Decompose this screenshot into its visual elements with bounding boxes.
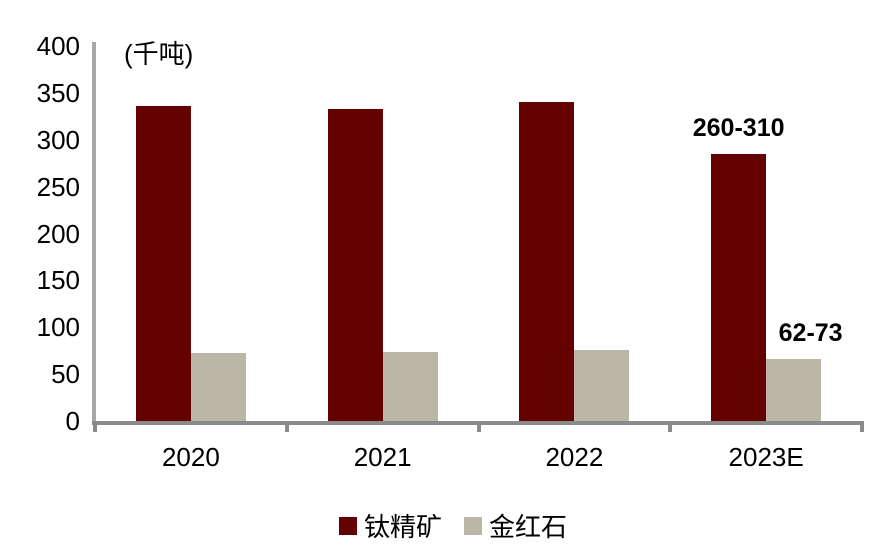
legend-item-titanium-concentrate: 钛精矿 <box>338 507 442 544</box>
y-axis-tick-label-350: 350 <box>36 77 80 108</box>
y-axis-tick-label-300: 300 <box>36 124 80 155</box>
legend-label-titanium-concentrate: 钛精矿 <box>363 512 442 542</box>
y-axis-tick-label-400: 400 <box>36 31 80 61</box>
x-axis-category-label-2021: 2021 <box>353 442 412 472</box>
bar-titanium-concentrate-2021 <box>327 108 383 421</box>
y-axis-line <box>92 42 96 425</box>
y-axis-tick-label-250: 250 <box>36 171 80 202</box>
x-axis-category-label-2020: 2020 <box>161 442 220 472</box>
legend-item-rutile: 金红石 <box>464 507 567 544</box>
y-axis-unit-label: (千吨) <box>124 39 194 69</box>
y-axis-tick-label-0: 0 <box>65 406 80 436</box>
x-axis-tick-mark <box>93 421 97 432</box>
x-axis-tick-mark <box>476 421 481 432</box>
legend-swatch-icon <box>464 516 482 535</box>
bar-titanium-concentrate-2023E <box>711 153 767 421</box>
x-axis-category-label-2023E: 2023E <box>728 442 804 472</box>
bar-rutile-2022 <box>574 349 630 421</box>
value-label-rutile: 62-73 <box>778 319 843 348</box>
bar-rutile-2023E <box>766 359 822 421</box>
y-axis-tick-label-100: 100 <box>36 312 80 343</box>
bar-titanium-concentrate-2020 <box>135 106 191 421</box>
y-axis-tick-label-200: 200 <box>36 218 80 249</box>
y-axis-tick-label-50: 50 <box>51 359 80 390</box>
x-axis-category-label-2022: 2022 <box>545 442 604 472</box>
value-label-titanium-concentrate: 260-310 <box>692 113 785 142</box>
x-axis-tick-mark <box>860 421 864 432</box>
bar-rutile-2021 <box>382 351 438 421</box>
legend-swatch-icon <box>338 516 357 535</box>
bar-rutile-2020 <box>190 352 246 421</box>
bar-titanium-concentrate-2022 <box>519 102 575 421</box>
y-axis-tick-label-150: 150 <box>36 265 80 296</box>
legend: 钛精矿 金红石 <box>14 507 878 544</box>
x-axis-tick-mark <box>284 421 289 432</box>
legend-label-rutile: 金红石 <box>489 512 568 542</box>
x-axis-tick-mark <box>668 421 673 432</box>
